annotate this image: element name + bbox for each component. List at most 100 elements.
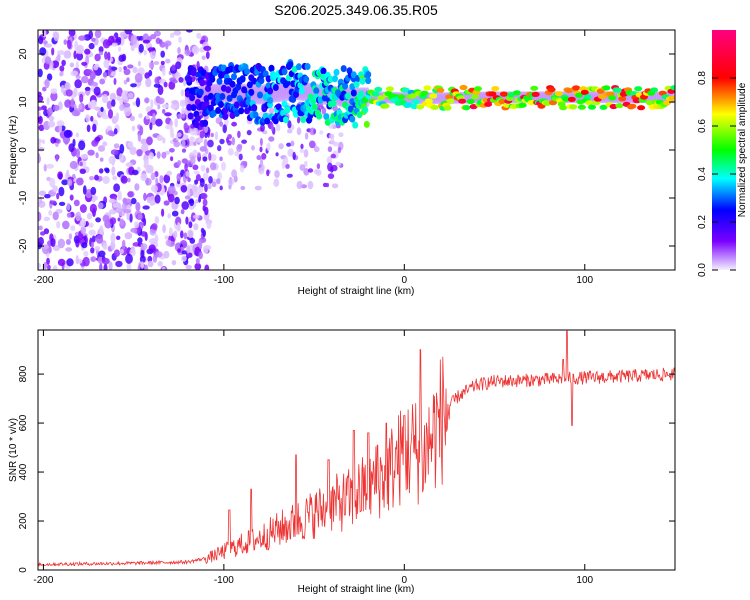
noise-blob bbox=[53, 31, 60, 42]
noise-blob bbox=[275, 152, 279, 157]
noise-blob bbox=[206, 221, 212, 229]
noise-blob bbox=[66, 258, 74, 267]
noise-blob bbox=[43, 164, 47, 172]
signal-blob bbox=[290, 80, 297, 88]
noise-blob bbox=[38, 95, 44, 103]
noise-blob bbox=[67, 39, 72, 50]
noise-blob bbox=[299, 164, 306, 171]
signal-blob bbox=[637, 105, 646, 111]
noise-blob bbox=[50, 91, 58, 102]
noise-blob bbox=[115, 36, 122, 43]
noise-blob bbox=[56, 120, 65, 127]
noise-blob bbox=[195, 258, 200, 265]
signal-blob bbox=[374, 86, 383, 92]
spectrogram-heatmap bbox=[38, 30, 675, 270]
noise-blob bbox=[65, 247, 73, 252]
noise-blob bbox=[138, 43, 144, 53]
noise-blob bbox=[174, 196, 180, 205]
noise-blob bbox=[42, 86, 47, 92]
noise-blob bbox=[108, 155, 116, 165]
noise-blob bbox=[179, 101, 187, 107]
noise-blob bbox=[201, 55, 206, 61]
noise-blob bbox=[137, 237, 143, 244]
noise-blob bbox=[194, 170, 200, 175]
signal-blob bbox=[381, 103, 390, 109]
noise-blob bbox=[171, 79, 178, 84]
noise-blob bbox=[193, 141, 197, 147]
noise-blob bbox=[231, 169, 238, 178]
signal-blob bbox=[241, 86, 248, 94]
signal-blob bbox=[239, 75, 246, 83]
noise-blob bbox=[95, 217, 101, 223]
noise-blob bbox=[110, 149, 119, 156]
noise-blob bbox=[124, 232, 133, 240]
noise-blob bbox=[48, 209, 53, 216]
noise-blob bbox=[149, 200, 154, 206]
signal-blob bbox=[332, 75, 338, 83]
signal-blob bbox=[304, 63, 311, 70]
noise-blob bbox=[158, 97, 165, 105]
noise-blob bbox=[204, 183, 208, 193]
noise-blob bbox=[195, 199, 200, 204]
noise-blob bbox=[183, 232, 188, 240]
noise-blob bbox=[209, 154, 217, 162]
noise-blob bbox=[111, 166, 116, 176]
noise-blob bbox=[94, 53, 101, 62]
noise-blob bbox=[91, 197, 96, 203]
noise-blob bbox=[129, 115, 135, 122]
noise-blob bbox=[204, 264, 210, 270]
noise-blob bbox=[181, 107, 186, 115]
noise-blob bbox=[50, 88, 58, 94]
signal-blob bbox=[352, 121, 359, 129]
noise-blob bbox=[57, 258, 66, 266]
noise-blob bbox=[47, 107, 53, 116]
noise-blob bbox=[123, 106, 132, 117]
noise-blob bbox=[286, 142, 292, 147]
spectrogram-y-tick-label: -10 bbox=[18, 190, 29, 205]
noise-blob bbox=[162, 224, 166, 234]
noise-blob bbox=[118, 54, 125, 62]
noise-blob bbox=[217, 145, 222, 152]
noise-blob bbox=[150, 172, 156, 181]
signal-blob bbox=[199, 79, 206, 87]
noise-blob bbox=[66, 202, 71, 211]
noise-blob bbox=[79, 161, 83, 167]
noise-blob bbox=[227, 178, 235, 186]
noise-blob bbox=[203, 45, 212, 52]
signal-blob bbox=[650, 87, 659, 93]
noise-blob bbox=[159, 41, 166, 48]
noise-blob bbox=[268, 107, 275, 114]
noise-blob bbox=[137, 60, 141, 67]
noise-blob bbox=[145, 178, 152, 186]
noise-blob bbox=[327, 173, 335, 180]
noise-blob bbox=[91, 37, 96, 42]
signal-blob bbox=[251, 104, 258, 112]
noise-blob bbox=[44, 78, 50, 89]
noise-blob bbox=[56, 221, 61, 229]
noise-blob bbox=[162, 67, 166, 77]
snr-y-label: SNR (10 * v/v) bbox=[8, 418, 19, 482]
noise-blob bbox=[113, 183, 120, 192]
signal-blob bbox=[207, 104, 214, 112]
signal-blob bbox=[430, 104, 439, 110]
noise-blob bbox=[202, 198, 208, 207]
noise-blob bbox=[79, 218, 87, 228]
noise-blob bbox=[102, 114, 109, 120]
noise-blob bbox=[124, 30, 133, 35]
noise-blob bbox=[154, 216, 160, 224]
spectrogram-x-tick-label: -200 bbox=[33, 275, 53, 286]
noise-blob bbox=[227, 134, 233, 140]
noise-blob bbox=[186, 245, 190, 254]
noise-blob bbox=[256, 155, 262, 161]
noise-blob bbox=[119, 152, 124, 162]
noise-blob bbox=[102, 242, 108, 250]
spectrogram-y-tick-label: 0 bbox=[18, 147, 29, 153]
signal-blob bbox=[385, 86, 394, 92]
noise-blob bbox=[143, 218, 147, 226]
noise-blob bbox=[108, 109, 113, 119]
noise-blob bbox=[140, 261, 144, 269]
signal-blob bbox=[409, 93, 417, 99]
noise-blob bbox=[94, 106, 101, 111]
noise-blob bbox=[194, 262, 202, 270]
noise-blob bbox=[129, 146, 137, 155]
